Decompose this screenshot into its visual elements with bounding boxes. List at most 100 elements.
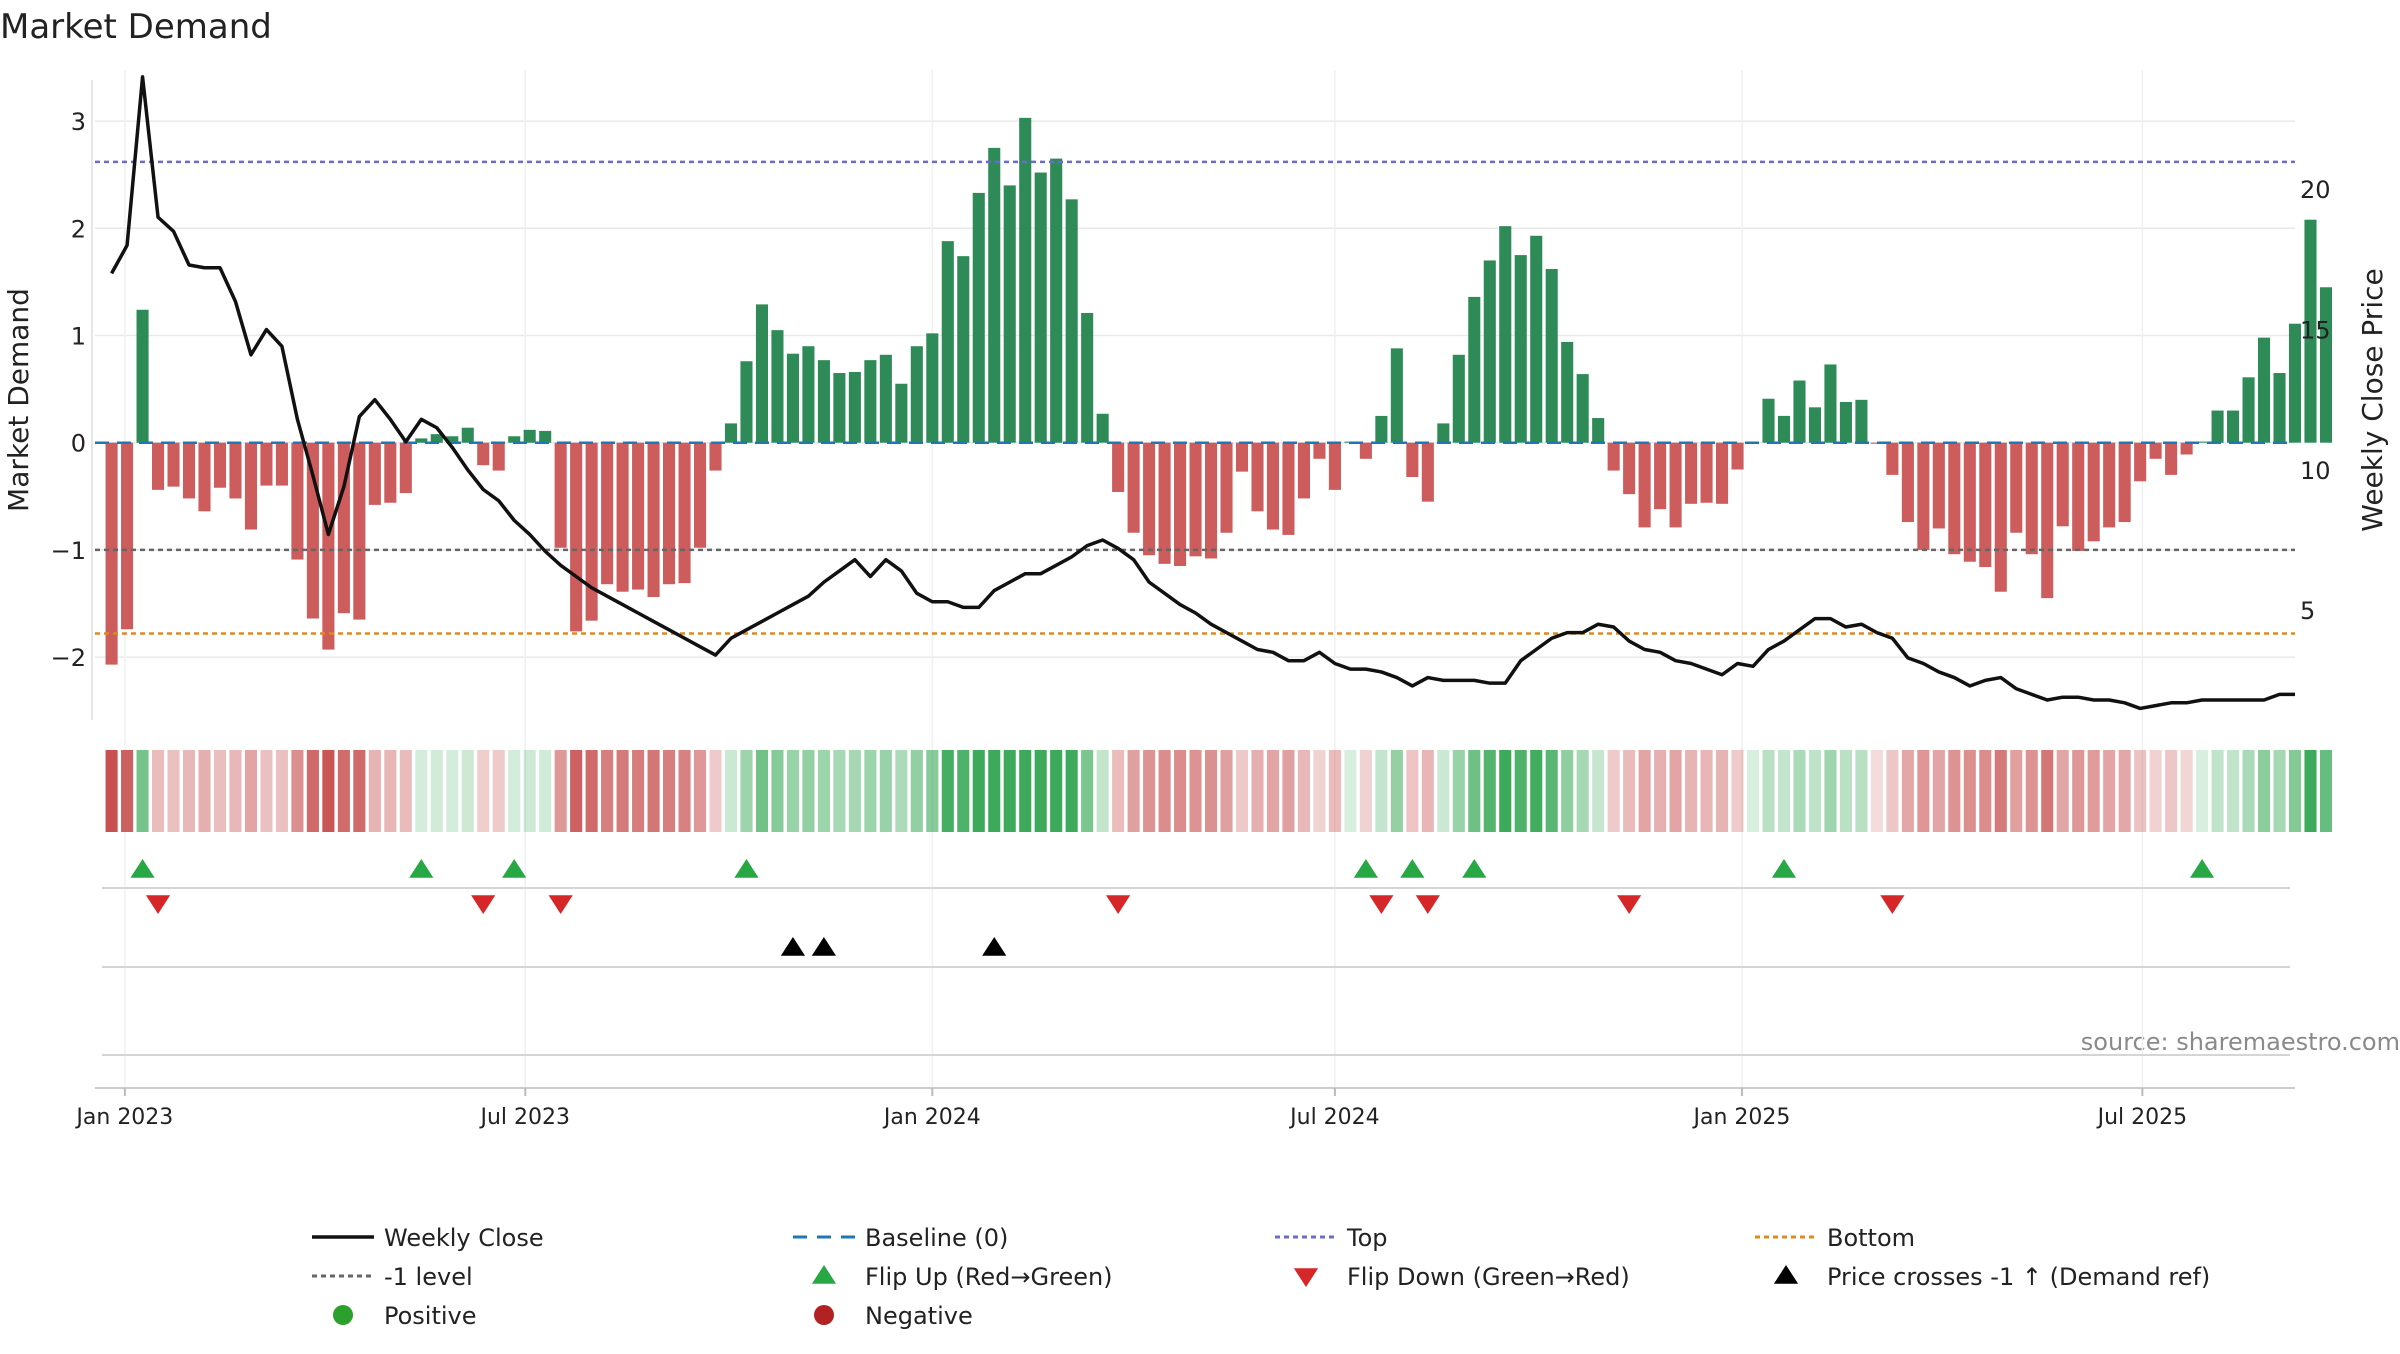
heat-cell (446, 750, 459, 832)
demand-bar (2257, 337, 2271, 443)
demand-bar (1205, 442, 1218, 559)
heat-cell (477, 750, 490, 832)
demand-bar (1607, 442, 1620, 471)
demand-bar (2103, 442, 2116, 528)
x-tick-label: Jul 2025 (2096, 1105, 2188, 1130)
heat-cell (2180, 750, 2193, 832)
demand-bar (1870, 442, 1883, 444)
demand-bar (1112, 442, 1125, 493)
heat-cell (2304, 750, 2317, 832)
heat-cell (1917, 750, 1930, 832)
demand-bar (2118, 442, 2131, 523)
demand-bar (833, 373, 846, 443)
heat-cell (988, 750, 1001, 832)
flip-up-marker (130, 859, 155, 878)
demand-bar (740, 361, 753, 443)
heat-cell (1174, 750, 1187, 832)
heat-cell (786, 750, 799, 832)
heat-cell (1824, 750, 1837, 832)
demand-bar (1700, 442, 1713, 503)
heat-cell (2025, 750, 2038, 832)
heat-cell (2056, 750, 2069, 832)
heat-cell (1019, 750, 1032, 832)
heat-cell (2211, 750, 2224, 832)
heat-cell (384, 750, 397, 832)
flip-down-marker (145, 895, 171, 914)
heat-cell (2010, 750, 2023, 832)
demand-bar (988, 147, 1001, 443)
heat-cell (957, 750, 970, 832)
demand-bar (1808, 407, 1821, 443)
demand-bar (1793, 380, 1806, 443)
heat-cell (1932, 750, 1945, 832)
heat-cell (152, 750, 165, 832)
weekly-close-line (110, 75, 2295, 711)
grid-layer (95, 70, 2295, 1090)
heat-cell (2242, 750, 2255, 832)
heat-cell (2041, 750, 2054, 832)
demand-bar (802, 346, 815, 443)
demand-bar (1282, 442, 1295, 535)
demand-bar (1499, 226, 1512, 443)
legend-item: Negative (814, 1302, 973, 1330)
legend-label: Price crosses -1 ↑ (Demand ref) (1827, 1263, 2210, 1291)
demand-bar (121, 442, 134, 630)
heat-cell (1266, 750, 1280, 832)
heat-cell (1499, 750, 1512, 832)
legend-item: Bottom (1755, 1224, 1915, 1252)
legend-label: -1 level (384, 1263, 473, 1291)
heat-cell (2149, 750, 2162, 832)
demand-bar (1096, 413, 1109, 443)
legend-item: Flip Up (Red→Green) (811, 1263, 1113, 1291)
y-tick-label: 1 (71, 322, 86, 350)
heat-cell (492, 750, 505, 832)
y-tick-label: −2 (51, 644, 86, 672)
flip-down-marker (1880, 895, 1905, 914)
demand-bar (1235, 442, 1249, 472)
demand-bar (1452, 354, 1465, 443)
heat-cell (121, 750, 134, 832)
demand-bar (368, 442, 381, 505)
demand-bar (430, 434, 443, 443)
demand-bar (182, 442, 196, 499)
demand-bar (1948, 442, 1961, 555)
heat-cell (1561, 750, 1574, 832)
demand-bar (941, 241, 954, 443)
demand-bar (817, 360, 830, 443)
y-axis-label: Market Demand (2, 288, 35, 512)
heat-cell (182, 750, 196, 832)
heat-cell (1127, 750, 1140, 832)
heat-cell (833, 750, 846, 832)
heat-cell (910, 750, 923, 832)
legend-item: -1 level (312, 1263, 473, 1291)
heat-cell (1746, 750, 1760, 832)
demand-bar (1917, 442, 1930, 550)
demand-bar (2227, 410, 2240, 443)
heat-cell (2288, 750, 2302, 832)
heat-cell (1406, 750, 1419, 832)
demand-bar (105, 442, 118, 665)
heat-cell (275, 750, 288, 832)
demand-bar (1886, 442, 1899, 475)
y2-tick-label: 5 (2300, 597, 2315, 625)
heat-cell (848, 750, 861, 832)
heat-cell (570, 750, 583, 832)
demand-bar (693, 442, 707, 548)
heat-cell (1359, 750, 1372, 832)
demand-bar (1019, 117, 1032, 443)
demand-bar (446, 436, 459, 443)
heat-cell (1468, 750, 1481, 832)
heat-cell (895, 750, 908, 832)
demand-bar (755, 304, 769, 443)
bars-layer (105, 117, 2333, 832)
legend-item: Flip Down (Green→Red) (1293, 1263, 1630, 1291)
heat-cell (461, 750, 474, 832)
demand-bar (1390, 348, 1403, 443)
heat-cell (1034, 750, 1047, 832)
heat-cell (2103, 750, 2116, 832)
heat-cell (941, 750, 954, 832)
heat-cell (1189, 750, 1202, 832)
demand-bar (1530, 235, 1543, 443)
heat-cell (353, 750, 366, 832)
demand-bar (2211, 410, 2224, 443)
